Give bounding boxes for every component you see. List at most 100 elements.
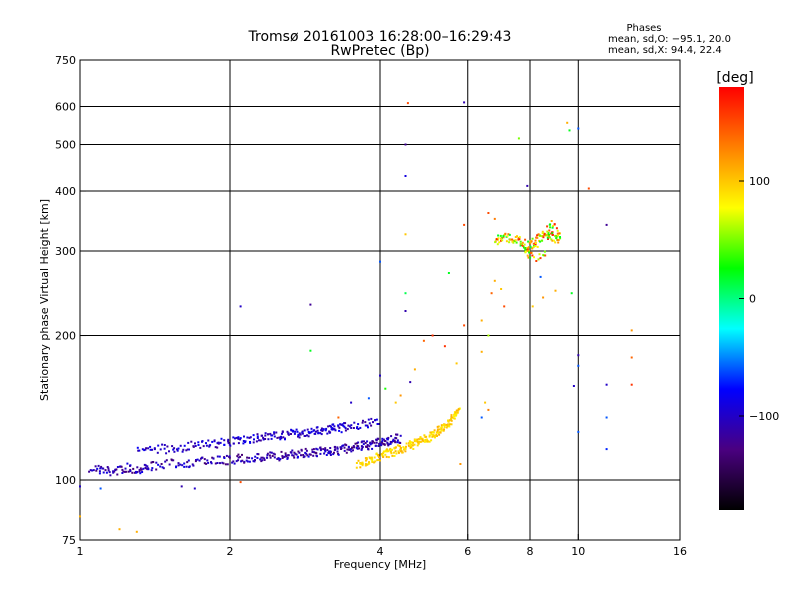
echo-point <box>350 401 353 404</box>
echo-point <box>404 450 407 453</box>
echo-point <box>283 455 286 458</box>
echo-point <box>394 450 397 453</box>
echo-point <box>293 432 296 435</box>
echo-point <box>183 465 186 468</box>
echo-point <box>223 439 226 442</box>
x-tick-label: 6 <box>464 545 471 558</box>
echo-point <box>309 431 312 434</box>
echo-point <box>151 467 154 470</box>
echo-point <box>310 430 313 433</box>
echo-point <box>256 437 259 439</box>
echo-point <box>298 432 301 435</box>
echo-point <box>434 436 436 439</box>
echo-point <box>368 422 371 425</box>
echo-point <box>433 435 436 438</box>
echo-point <box>412 448 415 450</box>
echo-point <box>327 450 330 453</box>
echo-point <box>347 445 350 448</box>
echo-point <box>342 424 345 427</box>
echo-point <box>445 423 448 426</box>
echo-point <box>534 239 537 242</box>
echo-point <box>303 435 306 437</box>
echo-point <box>331 427 334 430</box>
echo-point <box>538 253 541 256</box>
echo-point <box>284 452 287 455</box>
echo-point <box>352 445 355 447</box>
echo-point <box>382 452 385 455</box>
echo-point <box>376 423 379 425</box>
echo-point <box>132 467 135 470</box>
echo-point <box>531 254 534 257</box>
echo-point <box>440 426 443 429</box>
echo-point <box>357 459 360 462</box>
echo-point <box>411 444 414 447</box>
echo-point <box>237 436 240 439</box>
echo-point <box>243 461 246 464</box>
echo-point <box>337 453 340 456</box>
echo-point <box>447 272 450 274</box>
echo-point <box>224 463 227 466</box>
echo-point <box>314 432 317 435</box>
echo-point <box>193 487 196 490</box>
echo-point <box>387 456 390 459</box>
echo-point <box>431 334 434 337</box>
echo-point <box>404 310 407 312</box>
echo-point <box>281 432 283 435</box>
echo-point <box>295 453 298 456</box>
echo-point <box>179 463 182 466</box>
echo-point <box>315 447 318 450</box>
echo-point <box>138 449 141 452</box>
echo-point <box>370 417 373 420</box>
echo-point <box>527 240 530 243</box>
echo-point <box>559 237 562 240</box>
echo-point <box>284 438 286 441</box>
echo-point <box>216 446 219 449</box>
echo-point <box>191 463 194 466</box>
echo-point <box>352 427 355 429</box>
echo-point <box>422 339 425 342</box>
echo-point <box>294 430 297 433</box>
y-tick-label: 200 <box>55 330 76 343</box>
echo-point <box>133 471 136 474</box>
echo-point <box>377 453 380 456</box>
echo-point <box>246 460 249 463</box>
echo-point <box>129 470 132 473</box>
echo-point <box>301 432 304 435</box>
echo-point <box>419 436 422 439</box>
echo-point <box>203 462 206 465</box>
echo-point <box>170 458 173 461</box>
echo-point <box>266 452 269 455</box>
echo-point <box>480 416 483 419</box>
echo-point <box>159 465 162 468</box>
echo-point <box>406 102 409 105</box>
echo-point <box>322 448 325 451</box>
echo-point <box>502 235 505 238</box>
echo-point <box>384 450 387 453</box>
echo-point <box>187 459 190 462</box>
echo-point <box>546 225 549 228</box>
echo-point <box>521 241 524 244</box>
echo-point <box>536 245 539 248</box>
echo-point <box>135 530 138 533</box>
echo-point <box>529 256 532 259</box>
echo-point <box>553 223 556 226</box>
echo-point <box>438 433 441 436</box>
echo-point <box>293 451 296 454</box>
echo-point <box>371 442 374 445</box>
echo-point <box>541 232 544 235</box>
echo-point <box>536 236 539 239</box>
echo-point <box>251 457 254 460</box>
echo-point <box>389 442 392 445</box>
echo-point <box>436 425 439 428</box>
echo-point <box>533 256 535 259</box>
echo-point <box>270 451 273 454</box>
echo-point <box>404 143 407 146</box>
echo-point <box>605 448 608 451</box>
echo-point <box>409 444 412 447</box>
echo-point <box>494 241 497 244</box>
echo-point <box>442 424 445 427</box>
echo-point <box>270 437 273 440</box>
echo-point <box>108 471 111 474</box>
echo-point <box>336 447 339 450</box>
echo-point <box>531 305 534 308</box>
